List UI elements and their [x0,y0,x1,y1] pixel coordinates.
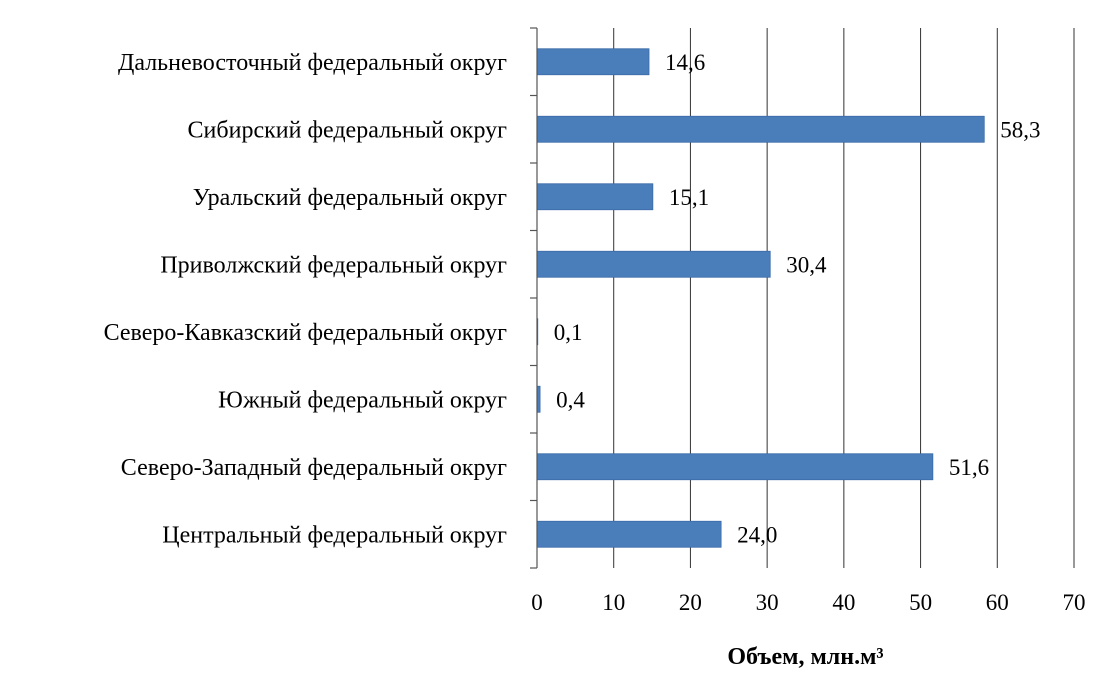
data-label-1: 58,3 [1000,117,1040,142]
x-tick-label-40: 40 [832,590,855,615]
x-tick-label-10: 10 [602,590,625,615]
data-label-2: 15,1 [669,185,709,210]
category-label-6: Северо-Западный федеральный округ [121,455,507,481]
bar-1 [536,115,985,143]
data-label-5: 0,4 [556,387,585,412]
data-label-4: 0,1 [554,320,583,345]
data-labels: 14,6 58,3 15,1 30,4 0,1 0,4 51,6 24,0 [554,50,1041,548]
bar-2 [536,183,654,211]
category-label-2: Уральский федеральный округ [193,185,507,211]
bar-0 [536,48,650,76]
category-label-4: Северо-Кавказский федеральный округ [104,320,508,346]
category-label-7: Центральный федеральный округ [162,522,507,548]
bar-7 [536,520,722,548]
category-label-1: Сибирский федеральный округ [188,117,508,143]
data-label-6: 51,6 [949,455,989,480]
y-axis [530,27,538,569]
x-axis-title: Объем, млн.м³ [727,644,883,670]
category-labels: Дальневосточный федеральный округ Сибирск… [104,50,508,549]
category-label-5: Южный федеральный округ [218,387,507,413]
x-tick-label-70: 70 [1063,590,1086,615]
x-tick-label-50: 50 [909,590,932,615]
x-tick-label-30: 30 [756,590,779,615]
x-tick-label-0: 0 [531,590,543,615]
category-label-3: Приволжский федеральный округ [160,252,507,278]
grid-lines [613,28,1075,568]
x-tick-label-60: 60 [986,590,1009,615]
data-label-7: 24,0 [737,522,777,547]
bar-6 [536,453,934,481]
data-label-3: 30,4 [786,252,827,277]
bars [536,48,985,548]
data-label-0: 14,6 [665,50,705,75]
x-tick-labels: 0 10 20 30 40 50 60 70 [531,590,1085,615]
category-label-0: Дальневосточный федеральный округ [118,50,507,76]
bar-3 [536,250,771,278]
x-tick-label-20: 20 [679,590,702,615]
